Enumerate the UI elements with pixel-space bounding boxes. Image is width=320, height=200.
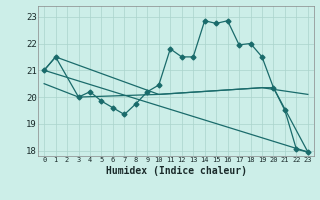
X-axis label: Humidex (Indice chaleur): Humidex (Indice chaleur) [106,166,246,176]
